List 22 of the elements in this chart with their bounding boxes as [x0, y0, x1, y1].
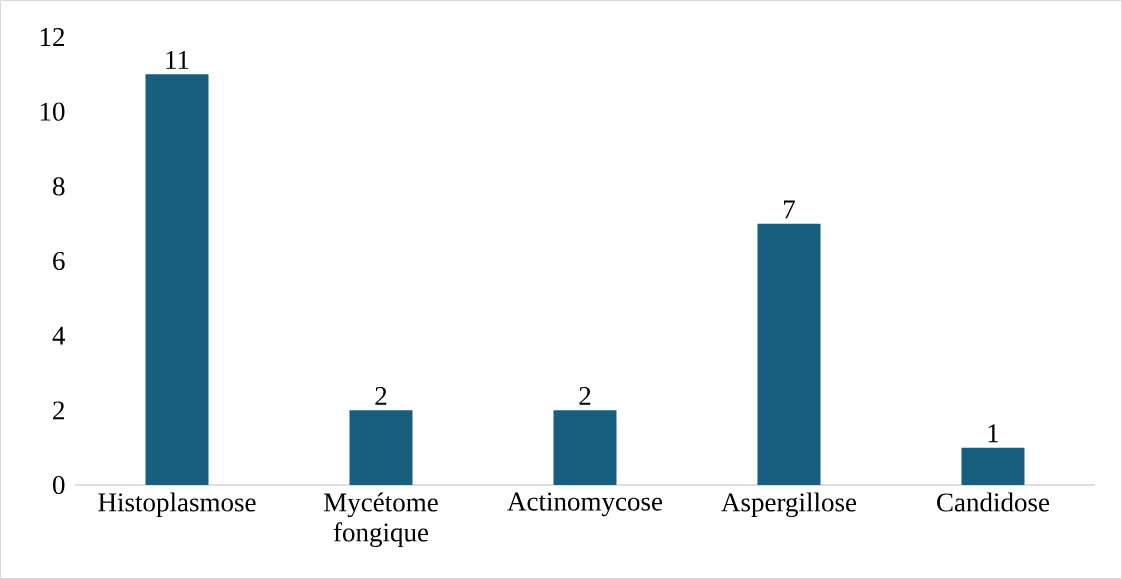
y-tick-label: 10	[40, 102, 65, 121]
bar	[553, 410, 617, 485]
data-label: 2	[375, 386, 387, 405]
bar	[349, 410, 413, 485]
x-tick-label: Histoplasmose	[98, 492, 256, 517]
x-tick-label: Aspergillose	[721, 492, 857, 518]
y-tick-label: 8	[53, 177, 65, 196]
data-label: 2	[579, 386, 591, 405]
x-tick-label: Candidose	[937, 492, 1050, 512]
bar	[757, 223, 821, 485]
y-tick-label: 0	[53, 475, 65, 495]
y-tick-label: 12	[40, 28, 64, 46]
data-label: 7	[784, 200, 795, 219]
data-label: 1	[988, 424, 999, 443]
bar	[961, 447, 1025, 485]
y-tick-label: 6	[53, 251, 65, 271]
data-label: 11	[166, 50, 189, 69]
y-tick-label: 2	[53, 401, 64, 420]
x-tick-label: Actinomycose	[507, 492, 663, 517]
bar	[145, 74, 209, 485]
x-tick-label: Mycétome fongique	[324, 492, 438, 548]
y-tick-label: 4	[52, 326, 66, 345]
